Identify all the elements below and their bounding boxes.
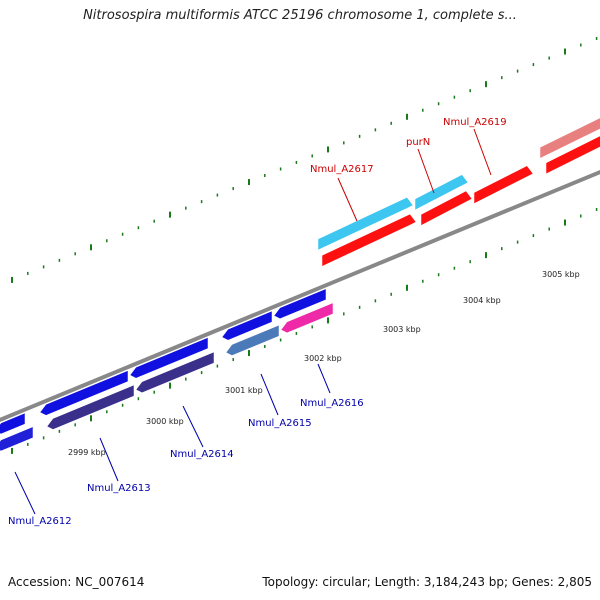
feature-blocks xyxy=(0,116,600,452)
callout-line xyxy=(317,363,331,394)
gene-label-nmul-a2619[interactable]: Nmul_A2619 xyxy=(443,117,507,128)
callout-line xyxy=(337,177,358,222)
gene-label-nmul-a2612[interactable]: Nmul_A2612 xyxy=(8,516,72,527)
label-callouts xyxy=(14,128,492,515)
gene-feature-nmul-a2616[interactable] xyxy=(280,302,334,334)
genome-backbone xyxy=(0,169,600,423)
gene-block-nmul-a2619[interactable] xyxy=(473,165,534,205)
scale-label-3002: 3002 kbp xyxy=(304,354,342,363)
callout-line xyxy=(14,471,36,515)
gene-block-nmul-a2615[interactable] xyxy=(221,310,273,341)
gene-label-nmul-a2614[interactable]: Nmul_A2614 xyxy=(170,449,234,460)
gene-block-nmul-a2612[interactable] xyxy=(0,412,26,435)
gene-feature-nmul-a2617[interactable] xyxy=(317,197,414,251)
scale-label-3005: 3005 kbp xyxy=(542,270,580,279)
gene-block-nmul-a2614[interactable] xyxy=(129,337,209,379)
gene-feature-nmul-a2614[interactable] xyxy=(135,351,215,393)
gene-feature-nmul-a2613[interactable] xyxy=(46,384,135,430)
callout-line xyxy=(473,128,492,176)
scale-labels: 2999 kbp 3000 kbp 3001 kbp 3002 kbp 3003… xyxy=(68,270,580,457)
gene-label-nmul-a2616[interactable]: Nmul_A2616 xyxy=(300,398,364,409)
scale-label-3004: 3004 kbp xyxy=(463,296,501,305)
accession-text: Accession: NC_007614 xyxy=(8,575,145,589)
callout-line xyxy=(417,148,435,194)
scale-label-3003: 3003 kbp xyxy=(383,325,421,334)
gene-feature-nmul-a2612[interactable] xyxy=(0,426,34,452)
gene-block-nmul-a2617[interactable] xyxy=(321,213,417,267)
map-title: Nitrosospira multiformis ATCC 25196 chro… xyxy=(83,8,517,23)
gene-block-nmul-a2616[interactable] xyxy=(273,288,327,320)
tick-marks xyxy=(11,36,598,454)
gene-label-nmul-a2613[interactable]: Nmul_A2613 xyxy=(87,483,151,494)
scale-label-2999: 2999 kbp xyxy=(68,448,106,457)
gene-feature-purn[interactable] xyxy=(414,174,469,211)
scale-label-3000: 3000 kbp xyxy=(146,417,184,426)
callout-line xyxy=(182,405,204,448)
gene-label-purn[interactable]: purN xyxy=(406,137,430,148)
gene-labels: Nmul_A2612 Nmul_A2613 Nmul_A2614 Nmul_A2… xyxy=(8,117,507,527)
callout-line xyxy=(260,373,279,416)
gene-label-nmul-a2617[interactable]: Nmul_A2617 xyxy=(310,164,374,175)
gene-label-nmul-a2615[interactable]: Nmul_A2615 xyxy=(248,418,312,429)
gene-feature-next[interactable] xyxy=(539,116,600,159)
gene-block-nmul-a2613[interactable] xyxy=(39,370,129,416)
gene-block-purn[interactable] xyxy=(420,190,473,226)
gene-feature-nmul-a2615[interactable] xyxy=(225,324,280,356)
callout-line xyxy=(99,437,119,482)
scale-label-3001: 3001 kbp xyxy=(225,386,263,395)
genome-stats-text: Topology: circular; Length: 3,184,243 bp… xyxy=(262,575,592,589)
gene-block-next[interactable] xyxy=(545,134,600,175)
